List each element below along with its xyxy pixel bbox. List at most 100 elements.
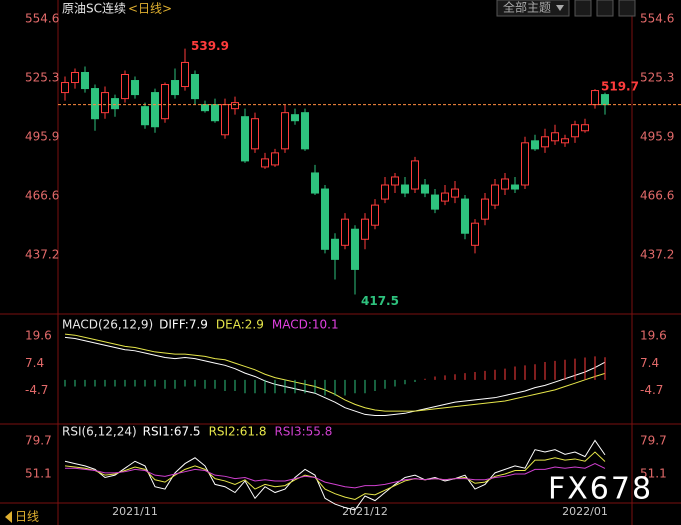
candle-body	[551, 132, 559, 142]
candle-body	[501, 178, 509, 190]
candle-body	[181, 61, 189, 88]
y-tick-label-left: 7.4	[25, 356, 44, 370]
icon-button[interactable]	[574, 0, 592, 17]
candle-body	[331, 238, 339, 260]
candle-body	[451, 188, 459, 198]
period-toggle-icon[interactable]	[5, 511, 12, 523]
candle-body	[391, 176, 399, 186]
theme-button-label[interactable]: 全部主题	[503, 0, 551, 15]
candle-body	[121, 73, 129, 100]
extreme-label: 417.5	[361, 294, 399, 308]
icon-button[interactable]	[596, 0, 614, 17]
candle-body	[211, 104, 219, 122]
candle-body	[401, 184, 409, 194]
x-tick-label: 2021/12	[342, 505, 388, 518]
candle-body	[441, 192, 449, 202]
candle-body	[241, 116, 249, 162]
candle-body	[321, 188, 329, 250]
candle-body	[561, 138, 569, 144]
candle-body	[301, 112, 309, 150]
candle-body	[471, 222, 479, 246]
indicator-title: MACD(26,12,9)	[62, 318, 153, 332]
candle-body	[311, 172, 319, 194]
candle-body	[351, 228, 359, 270]
candle-body	[221, 104, 229, 136]
candle-body	[161, 84, 169, 120]
candle-body	[271, 152, 279, 166]
symbol-title: 原油SC连续	[62, 1, 126, 16]
y-tick-label-right: 79.7	[640, 433, 667, 447]
candle-body	[431, 194, 439, 210]
candle-body	[481, 198, 489, 220]
y-tick-label-right: 19.6	[640, 329, 667, 343]
candle-body	[91, 88, 99, 120]
candle-body	[171, 80, 179, 96]
candle-body	[341, 218, 349, 246]
candle-body	[141, 106, 149, 126]
candle-body	[601, 94, 609, 106]
x-tick-label: 2021/11	[112, 505, 158, 518]
candle-body	[541, 136, 549, 148]
indicator-line	[64, 439, 606, 511]
y-tick-label-right: 466.6	[640, 188, 674, 202]
dropdown-arrow[interactable]	[556, 5, 564, 11]
candle-body	[571, 124, 579, 138]
y-tick-label-left: 525.3	[25, 70, 59, 84]
indicator-line	[64, 451, 606, 501]
extreme-label: 519.7	[601, 80, 639, 94]
candle-body	[101, 92, 109, 114]
y-tick-label-right: -4.7	[640, 383, 663, 397]
legend-entry: RSI1:67.5	[143, 425, 201, 439]
legend-entry: RSI2:61.8	[209, 425, 267, 439]
theme-button[interactable]	[496, 0, 570, 17]
candle-body	[361, 218, 369, 240]
legend-entry: RSI3:55.8	[274, 425, 332, 439]
y-tick-label-right: 51.1	[640, 466, 667, 480]
y-tick-label-left: 495.9	[25, 129, 59, 143]
candle-body	[61, 82, 69, 94]
candle-body	[461, 198, 469, 234]
y-tick-label-left: 554.6	[25, 12, 59, 26]
y-tick-label-right: 7.4	[640, 356, 659, 370]
candle-body	[131, 80, 139, 96]
y-tick-label-right: 525.3	[640, 70, 674, 84]
indicator-line	[65, 463, 606, 489]
candle-body	[151, 92, 159, 128]
y-tick-label-left: 466.6	[25, 188, 59, 202]
candle-body	[281, 112, 289, 150]
candle-body	[371, 204, 379, 226]
candle-body	[81, 71, 89, 90]
candle-body	[511, 184, 519, 190]
candle-body	[111, 98, 119, 110]
extreme-label: 539.9	[191, 39, 229, 53]
candle-body	[381, 184, 389, 200]
candle-body	[201, 104, 209, 112]
candle-body	[421, 184, 429, 194]
legend-entry: DIFF:7.9	[159, 318, 208, 332]
x-tick-label: 2022/01	[562, 505, 608, 518]
y-tick-label-left: 79.7	[25, 433, 52, 447]
y-tick-label-left: 51.1	[25, 466, 52, 480]
candle-body	[251, 118, 259, 150]
y-tick-label-left: -4.7	[25, 383, 48, 397]
period-button[interactable]: 日线	[15, 510, 39, 524]
y-tick-label-left: 19.6	[25, 329, 52, 343]
icon-button[interactable]	[618, 0, 636, 17]
y-tick-label-right: 554.6	[640, 12, 674, 26]
candle-body	[411, 160, 419, 190]
candle-body	[191, 73, 199, 100]
indicator-title: RSI(6,12,24)	[62, 425, 137, 439]
indicator-line	[64, 336, 606, 417]
candle-body	[591, 90, 599, 106]
candle-body	[291, 114, 299, 122]
candle-body	[531, 140, 539, 150]
candle-body	[231, 102, 239, 110]
candle-body	[71, 71, 79, 84]
y-tick-label-right: 437.2	[640, 247, 674, 261]
period-title[interactable]: <日线>	[128, 2, 172, 16]
candle-body	[521, 142, 529, 186]
watermark: FX678	[548, 472, 653, 507]
candle-body	[491, 184, 499, 206]
